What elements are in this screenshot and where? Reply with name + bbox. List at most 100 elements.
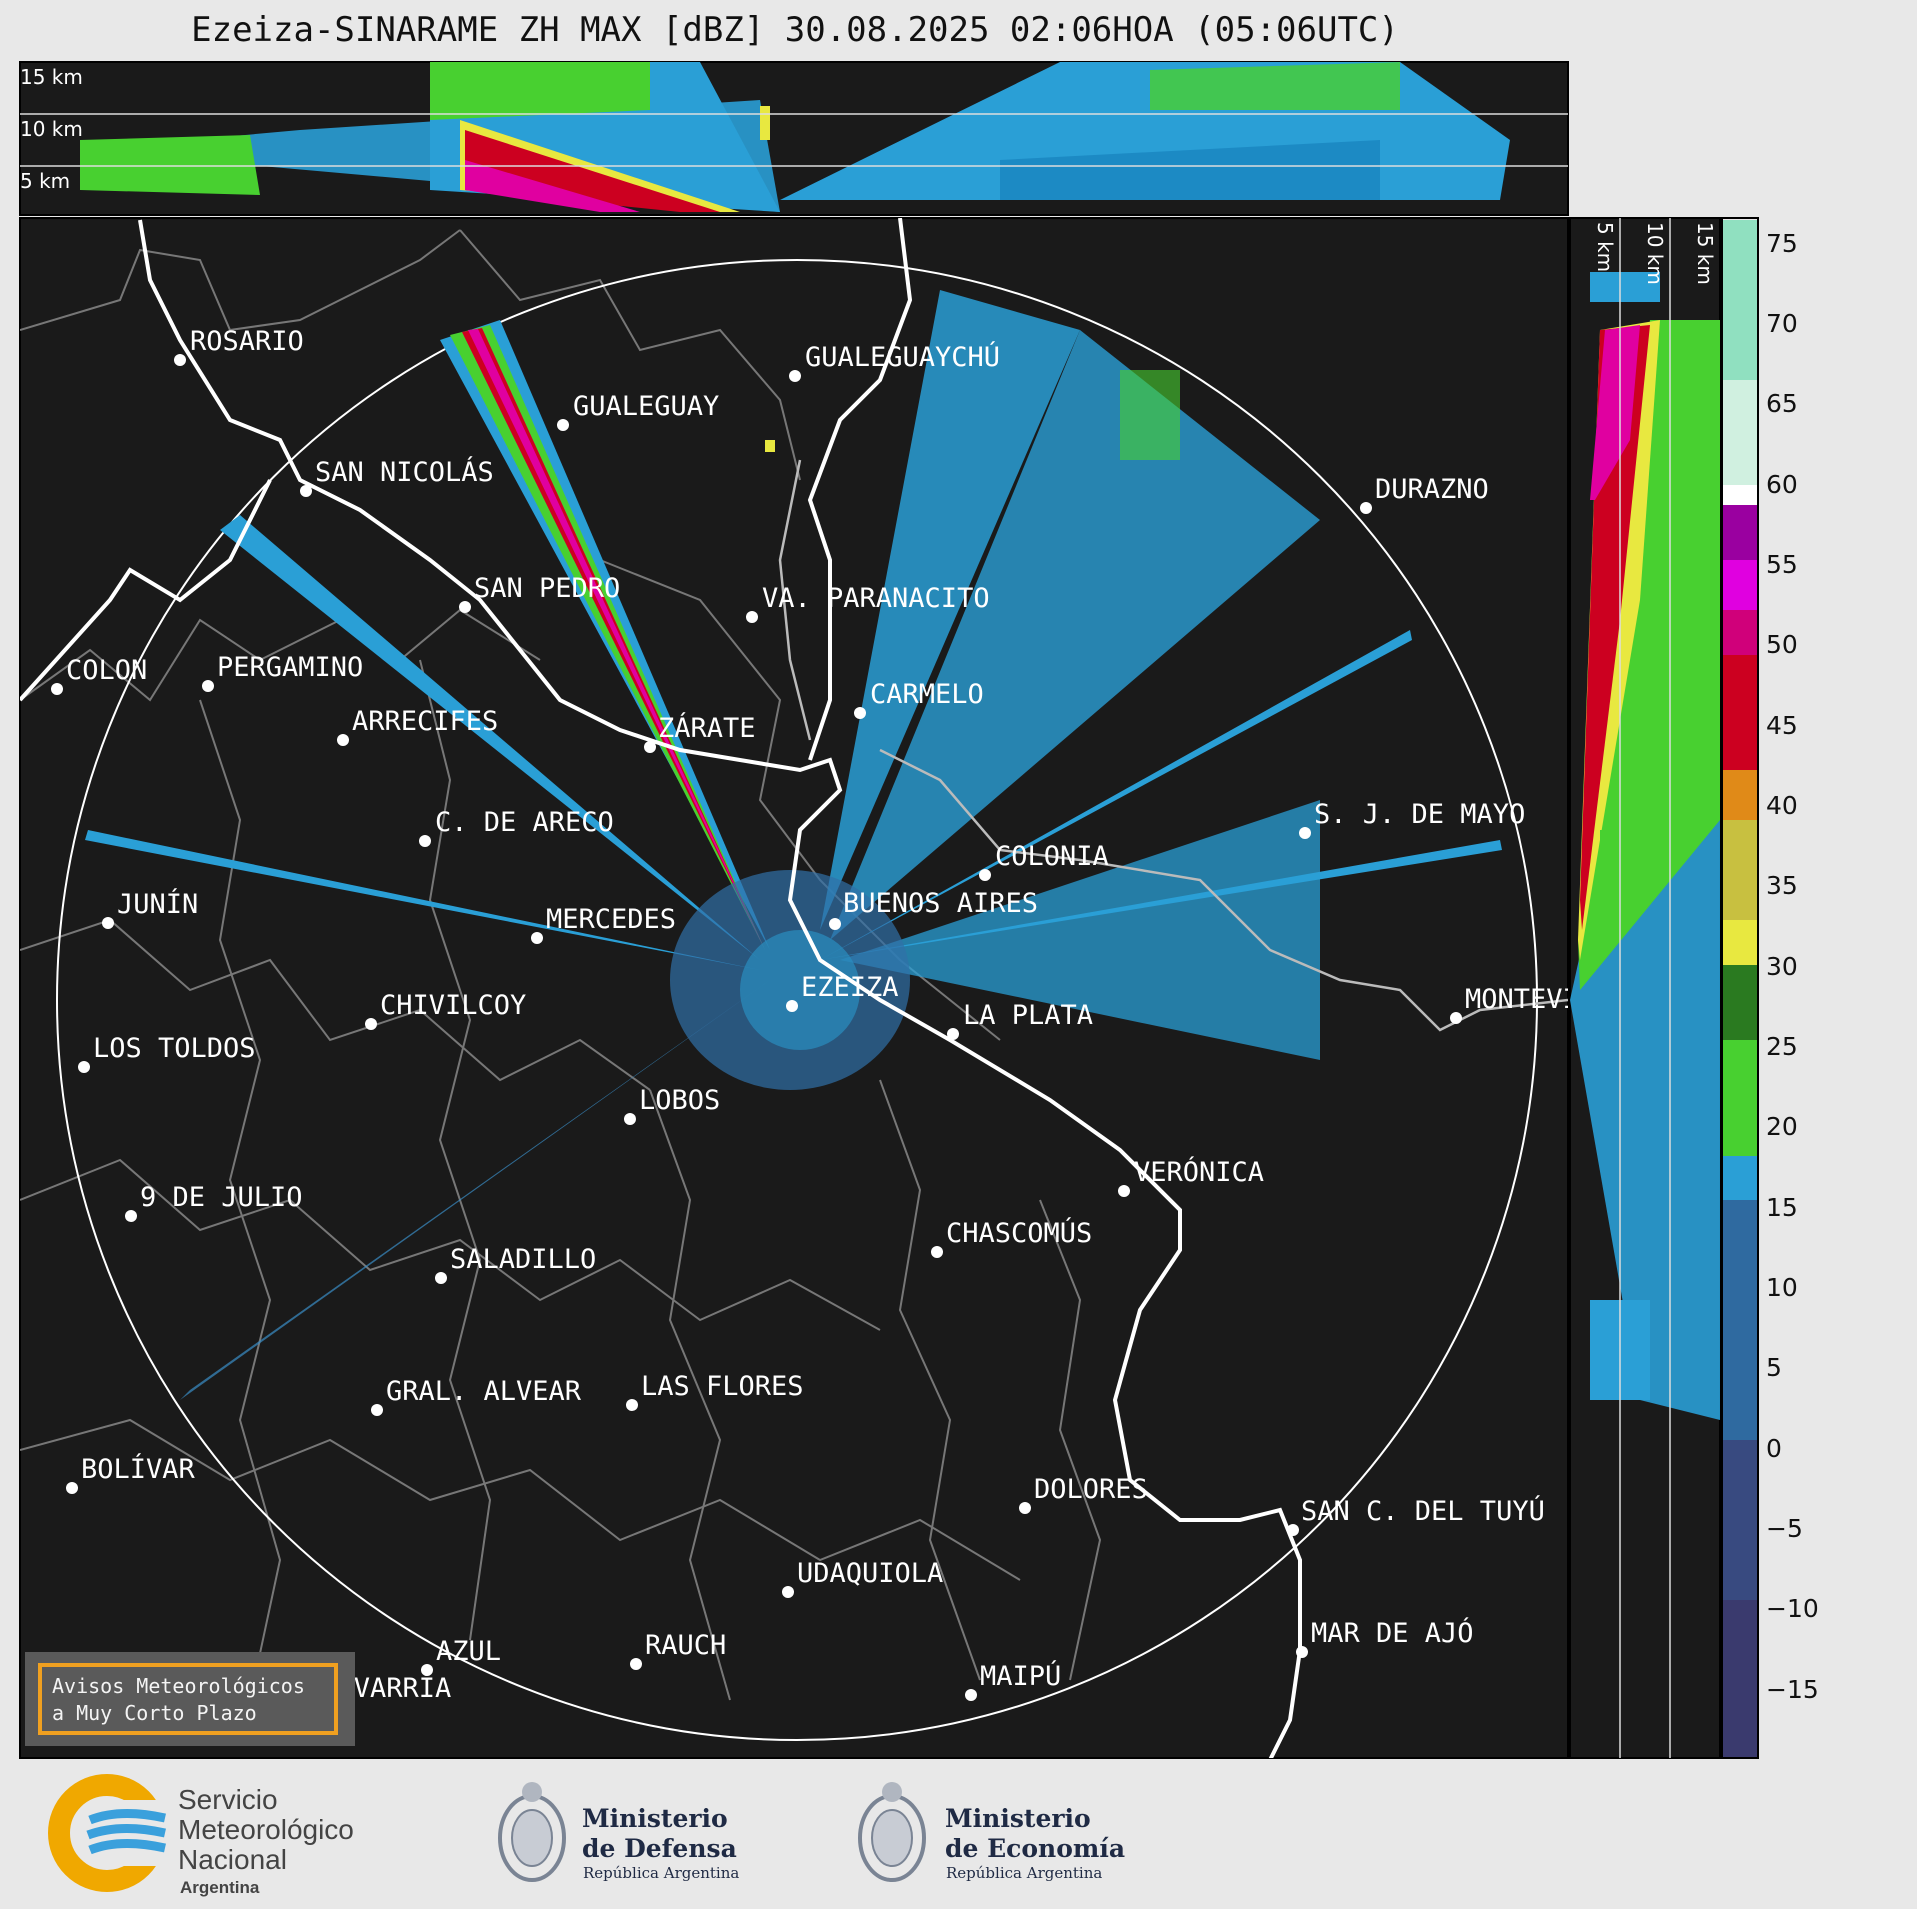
smn-line-1: Servicio bbox=[178, 1784, 278, 1815]
svg-text:MONTEVIDEO: MONTEVIDEO bbox=[1465, 984, 1628, 1015]
svg-text:SAN PEDRO: SAN PEDRO bbox=[474, 573, 620, 604]
economia-shield-icon bbox=[858, 1782, 926, 1882]
colorbar-tick: 70 bbox=[1766, 309, 1798, 338]
colorbar-tick: −5 bbox=[1766, 1514, 1803, 1543]
city-zarate: ZÁRATE bbox=[644, 712, 756, 753]
avisos-link-box[interactable]: Avisos Meteorológicos a Muy Corto Plazo bbox=[38, 1663, 338, 1735]
city-layer: ROSARIO GUALEGUAYCHÚ GUALEGUAY SAN NICOL… bbox=[51, 326, 1628, 1716]
svg-text:S. J. DE MAYO: S. J. DE MAYO bbox=[1314, 799, 1525, 830]
svg-text:GUALEGUAY: GUALEGUAY bbox=[573, 391, 719, 422]
city-dolores: DOLORES bbox=[1019, 1474, 1148, 1514]
defensa-line-1: Ministerio bbox=[582, 1804, 728, 1833]
city-maipu: MAIPÚ bbox=[965, 1660, 1061, 1701]
city-udaquiola: UDAQUIOLA bbox=[782, 1558, 943, 1598]
smn-line-4: Argentina bbox=[180, 1878, 260, 1897]
side-profile-label-10km: 10 km bbox=[1643, 222, 1667, 285]
economia-line-1: Ministerio bbox=[945, 1804, 1091, 1833]
svg-text:UDAQUIOLA: UDAQUIOLA bbox=[797, 1558, 943, 1589]
city-san-c-del-tuyu: SAN C. DEL TUYÚ bbox=[1287, 1495, 1545, 1536]
colorbar-tick: 65 bbox=[1766, 389, 1798, 418]
top-profile-panel: 15 km 10 km 5 km bbox=[19, 61, 1569, 216]
svg-text:9 DE JULIO: 9 DE JULIO bbox=[140, 1182, 303, 1213]
city-veronica: VERÓNICA bbox=[1118, 1156, 1264, 1197]
svg-text:SAN NICOLÁS: SAN NICOLÁS bbox=[315, 456, 494, 488]
city-rosario: ROSARIO bbox=[174, 326, 304, 366]
colorbar-tick: 75 bbox=[1766, 229, 1798, 258]
colorbar-tick: 10 bbox=[1766, 1273, 1798, 1302]
city-carmelo: CARMELO bbox=[854, 679, 984, 719]
svg-text:ZÁRATE: ZÁRATE bbox=[658, 712, 756, 744]
colorbar-tick: 40 bbox=[1766, 791, 1798, 820]
colorbar-tick: 35 bbox=[1766, 871, 1798, 900]
city-junin: JUNÍN bbox=[102, 888, 198, 929]
defensa-sub: República Argentina bbox=[583, 1864, 740, 1882]
city-san-nicolas: SAN NICOLÁS bbox=[300, 456, 494, 497]
svg-text:SAN C. DEL TUYÚ: SAN C. DEL TUYÚ bbox=[1301, 1495, 1545, 1527]
svg-text:CHIVILCOY: CHIVILCOY bbox=[380, 990, 526, 1021]
colorbar-tick: 55 bbox=[1766, 550, 1798, 579]
radar-echoes bbox=[85, 290, 1502, 1400]
city-ezeiza: EZEIZA bbox=[786, 972, 899, 1012]
city-buenos-aires: BUENOS AIRES bbox=[829, 888, 1038, 930]
side-profile-panel: 5 km 10 km 15 km bbox=[1569, 217, 1721, 1759]
city-gral-alvear: GRAL. ALVEAR bbox=[371, 1376, 582, 1416]
side-profile-echoes bbox=[1570, 272, 1720, 1420]
city-san-pedro: SAN PEDRO bbox=[459, 573, 620, 613]
colorbar-tick: 20 bbox=[1766, 1112, 1798, 1141]
city-montevideo: MONTEVIDEO bbox=[1450, 984, 1628, 1024]
colorbar-tick: 30 bbox=[1766, 952, 1798, 981]
top-profile-label-10km: 10 km bbox=[20, 117, 83, 141]
svg-text:BUENOS AIRES: BUENOS AIRES bbox=[843, 888, 1038, 919]
colorbar-tick: 50 bbox=[1766, 630, 1798, 659]
svg-text:VA. PARANACITO: VA. PARANACITO bbox=[762, 583, 990, 614]
svg-text:SALADILLO: SALADILLO bbox=[450, 1244, 596, 1275]
svg-text:MAR DE AJÓ: MAR DE AJÓ bbox=[1311, 1617, 1474, 1649]
city-durazno: DURAZNO bbox=[1360, 474, 1489, 514]
defensa-line-2: de Defensa bbox=[582, 1834, 737, 1863]
city-chivilcoy: CHIVILCOY bbox=[365, 990, 526, 1030]
smn-logo-icon bbox=[48, 1774, 167, 1892]
city-c-de-areco: C. DE ARECO bbox=[419, 807, 614, 847]
svg-text:LOS TOLDOS: LOS TOLDOS bbox=[93, 1033, 256, 1064]
city-los-toldos: LOS TOLDOS bbox=[78, 1033, 256, 1073]
svg-text:EZEIZA: EZEIZA bbox=[801, 972, 899, 1003]
svg-text:AZUL: AZUL bbox=[436, 1636, 501, 1667]
economia-sub: República Argentina bbox=[946, 1864, 1103, 1882]
svg-text:VERÓNICA: VERÓNICA bbox=[1134, 1156, 1264, 1188]
city-bolivar: BOLÍVAR bbox=[66, 1453, 196, 1494]
footer-graphics bbox=[48, 1774, 926, 1892]
avisos-line-2: a Muy Corto Plazo bbox=[52, 1701, 257, 1725]
city-mercedes: MERCEDES bbox=[531, 904, 676, 944]
svg-text:LA PLATA: LA PLATA bbox=[963, 1000, 1093, 1031]
defensa-shield-icon bbox=[498, 1782, 566, 1882]
svg-text:COLONIA: COLONIA bbox=[995, 841, 1109, 872]
city-colonia: COLONIA bbox=[979, 841, 1109, 881]
colorbar-tick: 25 bbox=[1766, 1032, 1798, 1061]
radar-figure: 15 km 10 km 5 km bbox=[19, 61, 1819, 1759]
economia-line-2: de Economía bbox=[945, 1834, 1126, 1863]
map-panel: ROSARIO GUALEGUAYCHÚ GUALEGUAY SAN NICOL… bbox=[19, 217, 1628, 1759]
svg-text:MERCEDES: MERCEDES bbox=[546, 904, 676, 935]
coastlines bbox=[20, 218, 1302, 1758]
smn-line-2: Meteorológico bbox=[178, 1814, 354, 1845]
avisos-panel bbox=[25, 1652, 355, 1746]
svg-text:COLON: COLON bbox=[66, 655, 147, 686]
svg-text:CHASCOMÚS: CHASCOMÚS bbox=[946, 1217, 1092, 1249]
side-profile-label-5km: 5 km bbox=[1593, 222, 1617, 272]
city-va-paranacito: VA. PARANACITO bbox=[746, 583, 990, 623]
colorbar: 75 70 65 60 55 50 45 40 35 30 25 20 15 1… bbox=[1721, 217, 1819, 1759]
city-rauch: RAUCH bbox=[630, 1630, 726, 1670]
side-profile-label-15km: 15 km bbox=[1693, 222, 1717, 285]
svg-text:JUNÍN: JUNÍN bbox=[117, 888, 198, 920]
svg-text:ARRECIFES: ARRECIFES bbox=[352, 706, 498, 737]
top-profile-label-15km: 15 km bbox=[20, 65, 83, 89]
city-gualeguaychu: GUALEGUAYCHÚ bbox=[789, 341, 1000, 382]
city-mar-de-ajo: MAR DE AJÓ bbox=[1296, 1617, 1474, 1658]
colorbar-tick: −15 bbox=[1766, 1675, 1819, 1704]
city-s-j-de-mayo: S. J. DE MAYO bbox=[1299, 799, 1525, 839]
footer-logos: Servicio Meteorológico Nacional Argentin… bbox=[0, 1760, 1917, 1909]
svg-text:ROSARIO: ROSARIO bbox=[190, 326, 304, 357]
city-saladillo: SALADILLO bbox=[435, 1244, 596, 1284]
top-profile-label-5km: 5 km bbox=[20, 169, 70, 193]
chart-title: Ezeiza-SINARAME ZH MAX [dBZ] 30.08.2025 … bbox=[191, 10, 1399, 50]
